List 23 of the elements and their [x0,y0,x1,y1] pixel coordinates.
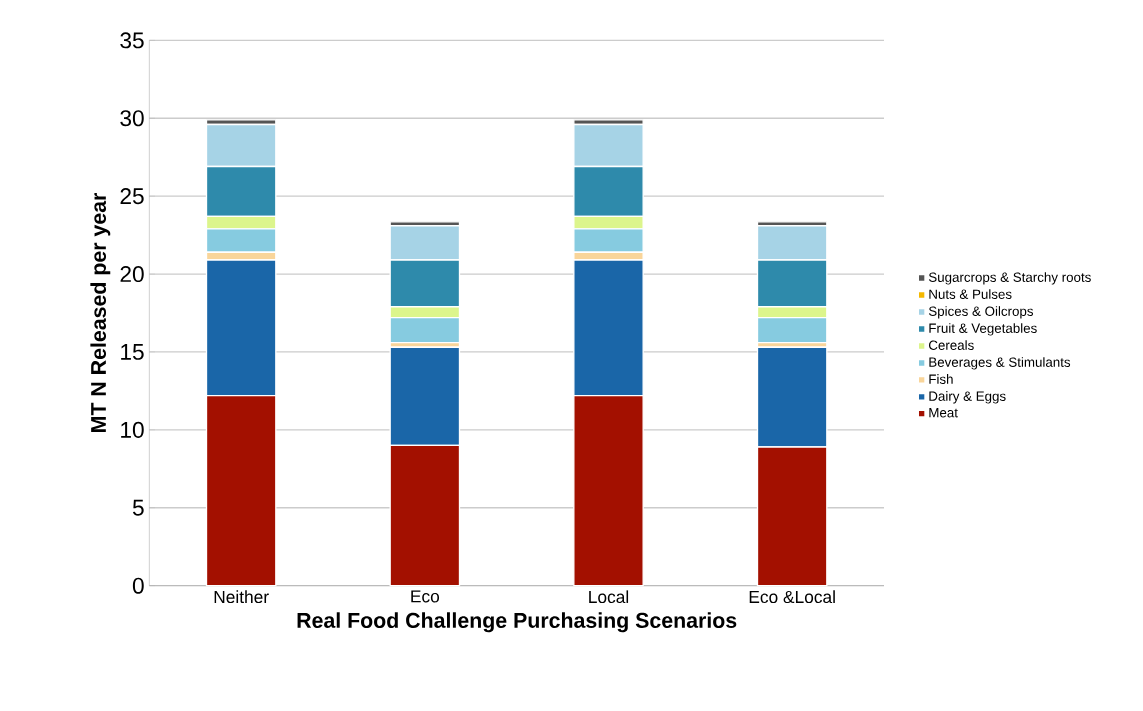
legend-label: Beverages & Stimulants [929,357,1071,370]
y-tick-label: 25 [120,188,144,205]
legend-label: Nuts & Pulses [929,289,1012,299]
legend-label: Sugarcrops & Starchy roots [928,272,1091,285]
x-axis-title: Real Food Challenge Purchasing Scenarios [297,612,737,633]
legend-label: Fish [929,374,953,384]
legend-label: Fruit & Vegetables [929,323,1037,336]
legend-label: Cereals [928,340,974,350]
y-tick-label: 10 [121,421,144,438]
x-tick-label: Eco [411,590,440,603]
y-tick-label: 15 [121,344,144,360]
x-tick-label: Eco &Local [749,590,835,604]
x-tick-label: Local [589,590,629,604]
y-axis-title: MT N Released per year [90,193,111,432]
y-tick-label: 0 [132,577,144,594]
y-tick-label: 5 [132,499,144,516]
y-tick-label: 35 [120,32,144,49]
legend-label: Meat [929,408,958,418]
y-tick-label: 30 [120,110,144,127]
legend-label: Dairy & Eggs [929,391,1006,404]
x-tick-label: Neither [214,590,269,604]
legend-label: Spices & Oilcrops [928,306,1034,319]
y-tick-label: 20 [120,266,144,283]
